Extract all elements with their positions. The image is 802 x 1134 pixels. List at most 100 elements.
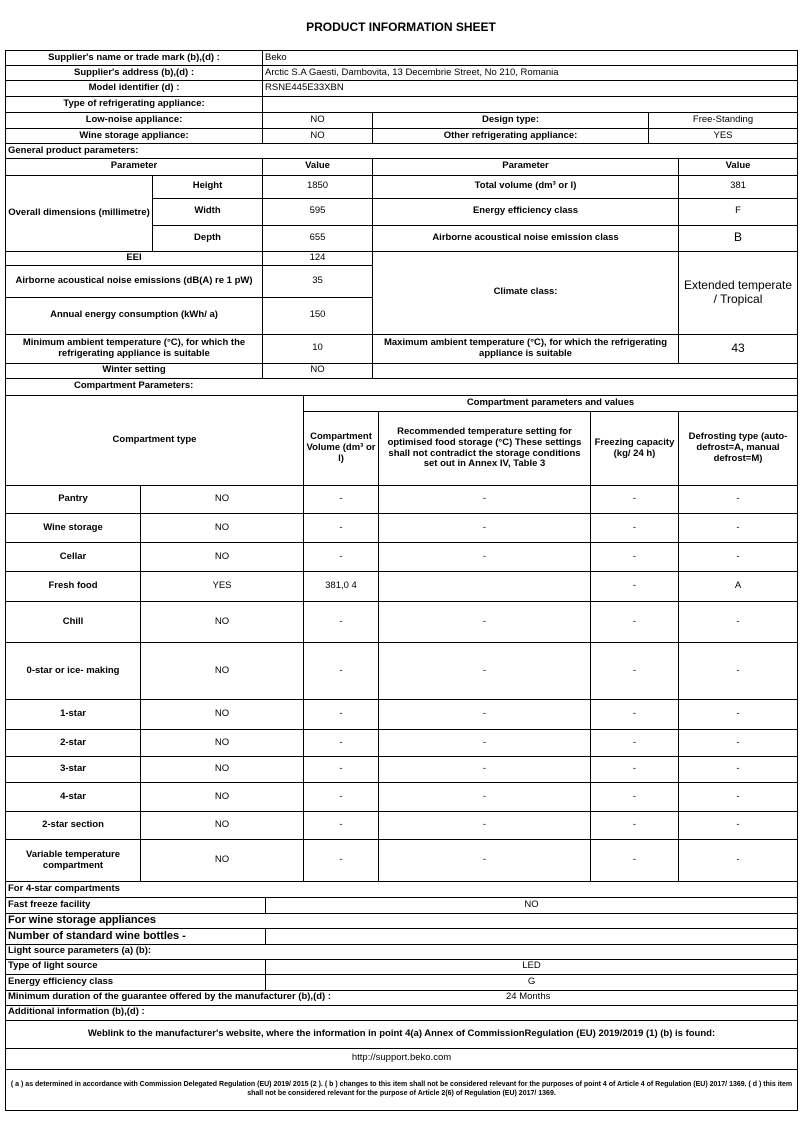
compartment-row: Variable temperature compartment NO - - - - (5, 839, 798, 882)
header-parameter: Parameter (4, 159, 264, 176)
four-star-heading: For 4-star compartments (4, 882, 799, 898)
dimensions-label: Overall dimensions (millimetre) (5, 175, 153, 252)
compartment-volume: - (303, 485, 379, 514)
design-type-label: Design type: (372, 112, 649, 129)
winter-setting-value: NO (262, 363, 374, 379)
compartment-volume: - (303, 756, 379, 783)
footnote: ( a ) as determined in accordance with C… (4, 1069, 799, 1111)
compartment-defrost: - (678, 513, 798, 543)
min-temp-label: Minimum ambient temperature (°C), for wh… (4, 334, 264, 364)
model-identifier: RSNE445E33XBN (261, 80, 799, 97)
compartment-name: 3-star (5, 756, 141, 783)
compartment-defrost: - (678, 811, 798, 840)
noise-emission-label: Airborne acoustical noise emissions (dB(… (4, 265, 264, 298)
compartment-table: Compartment type Compartment parameters a… (5, 395, 798, 882)
supplier-table: Supplier's name or trade mark (b),(d) :B… (4, 50, 799, 159)
compartment-temperature: - (378, 642, 591, 700)
appliance-type-label: Type of refrigerating appliance: (5, 96, 263, 113)
compartment-row: 4-star NO - - - - (5, 782, 798, 812)
depth-label: Depth (151, 225, 264, 252)
compartment-name: Chill (5, 601, 141, 643)
height-label: Height (151, 175, 264, 199)
compartment-row: 2-star section NO - - - - (5, 811, 798, 840)
compartment-present: NO (140, 542, 304, 572)
other-appliance-label: Other refrigerating appliance: (372, 128, 649, 144)
compartment-present: NO (140, 485, 304, 514)
compartment-temperature: - (378, 756, 591, 783)
compartment-present: NO (140, 756, 304, 783)
compartment-name: Variable temperature compartment (5, 839, 141, 882)
temperature-header: Recommended temperature setting for opti… (378, 411, 591, 486)
compartment-present: NO (140, 642, 304, 700)
compartment-present: NO (140, 601, 304, 643)
compartment-defrost: - (678, 782, 798, 812)
bottles-value (264, 928, 799, 945)
total-volume-label: Total volume (dm³ or l) (372, 175, 680, 199)
compartment-name: 0-star or ice- making (5, 642, 141, 700)
compartment-freezing: - (590, 756, 679, 783)
design-type-value: Free-Standing (647, 112, 799, 129)
compartment-volume: - (303, 782, 379, 812)
general-params-heading: General product parameters: (4, 143, 799, 159)
header-value: Value (262, 159, 374, 176)
compartment-present: NO (140, 782, 304, 812)
compartment-freezing: - (590, 601, 679, 643)
compartment-present: NO (140, 811, 304, 840)
compartment-row: 1-star NO - - - - (5, 699, 798, 730)
compartment-row: 0-star or ice- making NO - - - - (5, 642, 798, 700)
width-value: 595 (262, 198, 374, 226)
compartment-row: Wine storage NO - - - - (5, 513, 798, 543)
weblink-label: Weblink to the manufacturer's website, w… (4, 1020, 799, 1049)
compartment-volume: 381,0 4 (303, 571, 379, 602)
defrost-header: Defrosting type (auto-defrost=A, manual … (678, 411, 798, 486)
light-type-label: Type of light source (5, 959, 266, 975)
other-appliance-value: YES (647, 128, 799, 144)
compartment-defrost: - (678, 839, 798, 882)
compartment-name: Pantry (5, 485, 141, 514)
compartment-freezing: - (590, 699, 679, 730)
compartment-row: Pantry NO - - - - (5, 485, 798, 514)
model-label: Model identifier (d) : (5, 80, 263, 97)
depth-value: 655 (262, 225, 374, 252)
supplier-address: Arctic S.A Gaesti, Dambovita, 13 Decembr… (261, 65, 799, 81)
low-noise-value: NO (262, 112, 373, 129)
compartment-name: Fresh food (5, 571, 141, 602)
compartment-freezing: - (590, 542, 679, 572)
compartment-volume: - (303, 839, 379, 882)
wine-storage-label: Wine storage appliance: (5, 128, 263, 144)
compartment-volume: - (303, 699, 379, 730)
compartment-defrost: - (678, 699, 798, 730)
height-value: 1850 (262, 175, 374, 199)
compartment-temperature (378, 571, 591, 602)
eei-label: EEI (4, 251, 264, 266)
compartment-defrost: - (678, 485, 798, 514)
compartment-row: Chill NO - - - - (5, 601, 798, 643)
compartment-present: NO (140, 839, 304, 882)
compartment-volume: - (303, 601, 379, 643)
compartment-temperature: - (378, 542, 591, 572)
annual-energy-value: 150 (262, 297, 374, 335)
empty-cell (372, 363, 799, 379)
additional-info-label: Additional information (b),(d) : (4, 1005, 799, 1021)
wine-storage-value: NO (262, 128, 373, 144)
compartment-type-header: Compartment type (5, 395, 304, 486)
energy-class-label: Energy efficiency class (372, 198, 680, 226)
volume-header: Compartment Volume (dm³ or l) (303, 411, 379, 486)
total-volume-value: 381 (678, 175, 799, 199)
support-link[interactable]: http://support.beko.com (4, 1048, 799, 1070)
climate-class-value: Extended temperate / Tropical (678, 251, 799, 335)
compartment-name: 1-star (5, 699, 141, 730)
compartment-volume: - (303, 642, 379, 700)
compartment-present: NO (140, 699, 304, 730)
bottom-table: For 4-star compartments Fast freeze faci… (4, 882, 799, 1111)
compartment-present: NO (140, 729, 304, 757)
width-label: Width (151, 198, 264, 226)
eei-value: 124 (262, 251, 374, 266)
compartment-name: 2-star (5, 729, 141, 757)
guarantee-value: 24 Months (506, 991, 551, 1003)
light-type-value: LED (264, 959, 799, 975)
light-energy-label: Energy efficiency class (5, 974, 266, 991)
compartment-defrost: - (678, 729, 798, 757)
winter-setting-label: Winter setting (4, 363, 264, 379)
general-params-table: Parameter Value Parameter Value Overall dim… (4, 159, 799, 396)
